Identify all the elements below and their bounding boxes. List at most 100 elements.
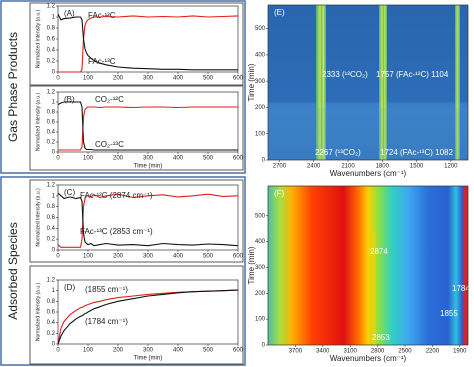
x-tick-label: 1900 [453, 349, 467, 355]
x-tick-label: 1500 [410, 164, 424, 170]
series-label: FAc-¹³C [88, 57, 116, 66]
y-tick-label: 0.2 [47, 331, 56, 337]
y-axis-label: Time (min) [247, 63, 256, 101]
x-axis-label: Time (min) [134, 356, 162, 362]
y-tick-label: 0 [52, 70, 56, 76]
series-line [57, 13, 238, 71]
y-tick-label: 0.4 [47, 48, 56, 54]
x-tick-label: 2700 [273, 164, 287, 170]
series-label: FAc-¹²C (2874 cm⁻¹) [80, 191, 153, 200]
y-tick-label: 1 [52, 193, 56, 199]
y-tick-label: 0.8 [47, 26, 56, 32]
y-tick-label: 100 [255, 131, 266, 137]
x-tick-label: 400 [173, 156, 184, 162]
plot-frame [267, 185, 469, 346]
y-tick-label: 1 [52, 15, 56, 21]
panel-title: (A) [64, 9, 75, 18]
y-tick-label: 0 [52, 150, 56, 156]
y-tick-label: 0 [262, 158, 266, 164]
x-tick-label: 400 [173, 254, 184, 260]
x-tick-label: 0 [56, 348, 60, 354]
x-tick-label: 500 [203, 348, 214, 354]
series-line [57, 289, 239, 345]
y-tick-label: 1.2 [47, 90, 56, 96]
x-tick-label: 3400 [316, 349, 330, 355]
x-tick-label: 3700 [289, 349, 303, 355]
panel-frame [29, 179, 244, 263]
heatmap-region [372, 232, 376, 345]
x-tick-label: 2800 [371, 349, 385, 355]
y-tick-label: 0 [52, 248, 56, 254]
x-tick-label: 600 [233, 156, 244, 162]
x-tick-label: 1800 [376, 164, 390, 170]
y-tick-label: 0.6 [47, 120, 56, 126]
x-tick-label: 600 [233, 348, 244, 354]
plot-frame [57, 5, 239, 73]
series-label: FAc-¹²C [88, 11, 116, 20]
series-label: CO₂-¹³C [95, 140, 124, 149]
x-tick-label: 500 [203, 76, 214, 82]
y-tick-label: 100 [255, 317, 266, 323]
x-tick-label: 100 [83, 348, 94, 354]
x-tick-label: 2200 [426, 349, 440, 355]
y-axis-label: Normalized Intensity (a.u.) [35, 92, 41, 151]
annotation: 2333 (¹²CO₂) [322, 70, 368, 79]
y-tick-label: 0.2 [47, 140, 56, 146]
heatmap-image [268, 186, 468, 345]
heatmap-band [379, 5, 385, 160]
annotation: 1855 [440, 309, 458, 318]
x-tick-label: 1200 [444, 164, 458, 170]
x-axis-label: Wavenumbers (cm⁻¹) [330, 169, 407, 178]
y-axis-label: Normalized Intensity (a.u.) [35, 282, 41, 341]
y-tick-label: 300 [255, 79, 266, 85]
y-tick-label: 400 [255, 239, 266, 245]
x-tick-label: 400 [173, 348, 184, 354]
annotation: 1757 (FAc-¹²C) 1104 [376, 70, 449, 79]
group-label: Adsorbed Species [6, 222, 20, 319]
y-tick-label: 300 [255, 265, 266, 271]
annotation: 2874 [370, 247, 388, 256]
x-tick-label: 200 [113, 348, 124, 354]
x-tick-label: 2100 [341, 164, 355, 170]
series-label: CO₂-¹²C [95, 95, 124, 104]
x-tick-label: 200 [113, 254, 124, 260]
y-tick-label: 0.4 [47, 226, 56, 232]
annotation: 2267 (¹³CO₂) [315, 148, 361, 157]
series-line [58, 15, 239, 73]
heatmap-band [321, 5, 326, 160]
x-tick-label: 0 [56, 76, 60, 82]
y-tick-label: 0.8 [47, 299, 56, 305]
panel-title: (E) [274, 8, 285, 17]
x-tick-label: 100 [83, 254, 94, 260]
x-tick-label: 400 [173, 76, 184, 82]
series-line [57, 101, 238, 151]
x-tick-label: 100 [83, 76, 94, 82]
x-tick-label: 300 [143, 76, 154, 82]
group-label: Gas Phase Products [6, 32, 20, 142]
y-tick-label: 200 [255, 291, 266, 297]
group-frame [0, 176, 246, 366]
y-tick-label: 0.6 [47, 215, 56, 221]
x-tick-label: 300 [143, 254, 154, 260]
y-axis-label: Normalized Intensity (a.u.) [35, 9, 41, 68]
y-tick-label: 0.6 [47, 310, 56, 316]
y-tick-label: 1.2 [47, 183, 56, 189]
series-label: FAc-¹³C (2853 cm⁻¹) [80, 227, 153, 236]
x-tick-label: 600 [233, 76, 244, 82]
panel-frame [29, 265, 244, 365]
y-tick-label: 400 [255, 52, 266, 58]
y-tick-label: 0.2 [47, 59, 56, 65]
series-line [58, 106, 238, 151]
x-tick-label: 200 [113, 76, 124, 82]
y-tick-label: 1.2 [47, 4, 56, 10]
y-tick-label: 0 [52, 342, 56, 348]
y-tick-label: 1.2 [47, 278, 56, 284]
y-tick-label: 0.8 [47, 204, 56, 210]
y-tick-label: 1 [52, 288, 56, 294]
x-tick-label: 2500 [398, 349, 412, 355]
x-axis-label: Wavenumbers (cm⁻¹) [330, 354, 407, 363]
x-tick-label: 200 [113, 156, 124, 162]
y-tick-label: 0 [262, 343, 266, 349]
